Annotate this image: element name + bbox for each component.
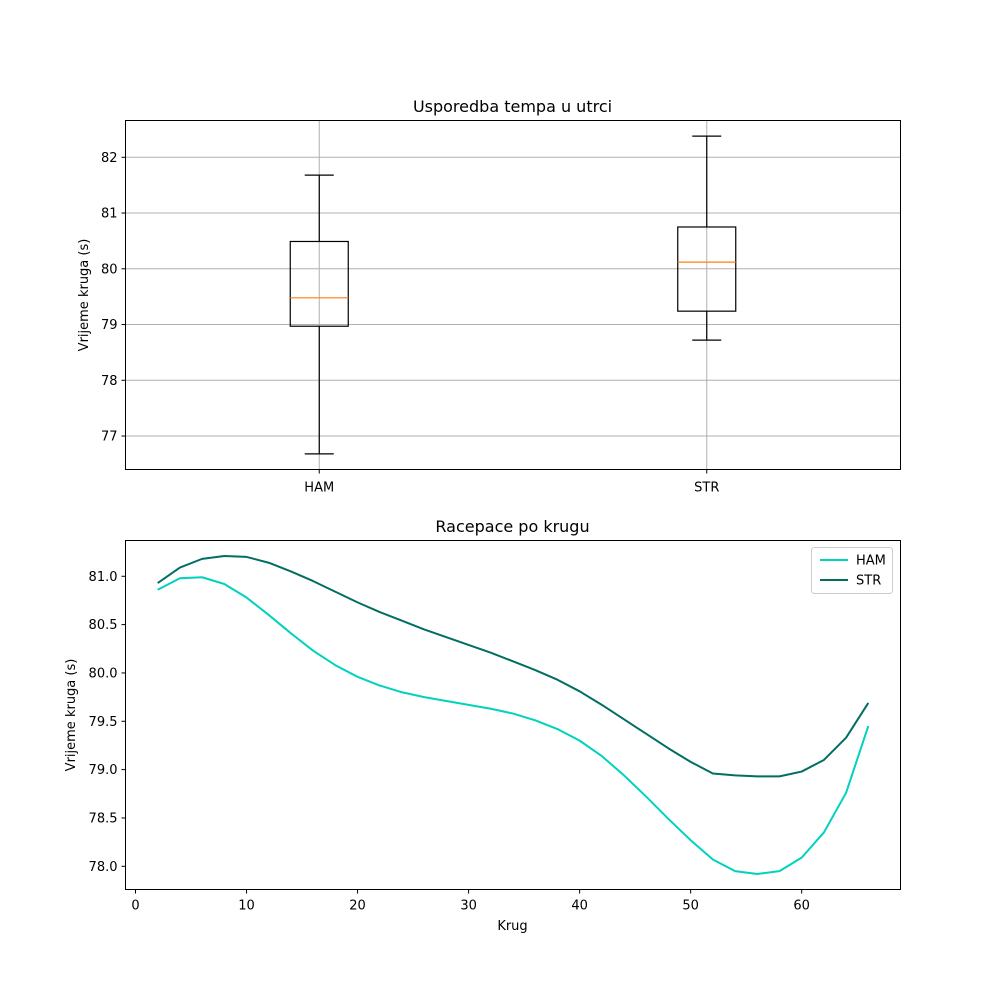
- boxplot-boxes: [289, 135, 737, 455]
- line-chart-ticks: 0 10 20 30 40 50 60 78.0 78.5 79.0 79.5 80.0 80.5 81.…: [89, 570, 810, 914]
- y-tick-label: 80.0: [89, 666, 118, 681]
- legend: HAM STR: [811, 547, 893, 594]
- y-tick-label: 79.0: [89, 763, 118, 778]
- series-line-ham: [157, 576, 870, 876]
- x-tick-label: HAM: [304, 481, 334, 496]
- legend-label-str: STR: [856, 574, 881, 589]
- legend-label-ham: HAM: [856, 554, 886, 569]
- y-tick-label: 79.5: [89, 715, 118, 730]
- boxplot-title: Usporedba tempa u utrci: [413, 97, 612, 116]
- y-tick-label: 79: [101, 318, 118, 333]
- y-tick-label: 80.5: [89, 618, 118, 633]
- box-iqr: [677, 226, 737, 312]
- y-tick-label: 78.0: [89, 860, 118, 875]
- boxplot-grid: [125, 120, 901, 470]
- box-ham: [289, 174, 349, 455]
- y-tick-label: 82: [101, 151, 118, 166]
- x-tick-label: 20: [349, 899, 366, 914]
- x-tick-label: 30: [460, 899, 477, 914]
- box-iqr: [289, 240, 349, 327]
- line-chart-title: Racepace po krugu: [435, 517, 589, 536]
- line-chart-y-axis-label: Vrijeme kruga (s): [64, 659, 79, 772]
- y-tick-label: 78: [101, 374, 118, 389]
- line-chart-frame: [125, 540, 901, 890]
- boxplot-frame: [125, 120, 901, 470]
- series-line-str: [157, 554, 870, 778]
- boxplot-chart: Usporedba tempa u utrci Vrijeme kruga (s…: [77, 97, 901, 496]
- y-tick-label: 81.0: [89, 570, 118, 585]
- x-tick-label: 50: [682, 899, 699, 914]
- boxplot-y-axis-label: Vrijeme kruga (s): [77, 239, 92, 352]
- boxplot-ticks: 77 78 79 80 81 82 HAM STR: [101, 151, 719, 496]
- line-chart-series: [157, 554, 870, 876]
- x-tick-label: 0: [131, 899, 139, 914]
- line-chart: Racepace po krugu Vrijeme kruga (s) Krug…: [64, 517, 901, 934]
- box-str: [677, 135, 737, 341]
- x-tick-label: 40: [571, 899, 588, 914]
- y-tick-label: 80: [101, 262, 118, 277]
- x-tick-label: 60: [793, 899, 810, 914]
- y-tick-label: 78.5: [89, 811, 118, 826]
- line-chart-x-axis-label: Krug: [497, 919, 527, 934]
- x-tick-label: 10: [238, 899, 255, 914]
- x-tick-label: STR: [694, 481, 719, 496]
- y-tick-label: 77: [101, 430, 118, 445]
- y-tick-label: 81: [101, 207, 118, 222]
